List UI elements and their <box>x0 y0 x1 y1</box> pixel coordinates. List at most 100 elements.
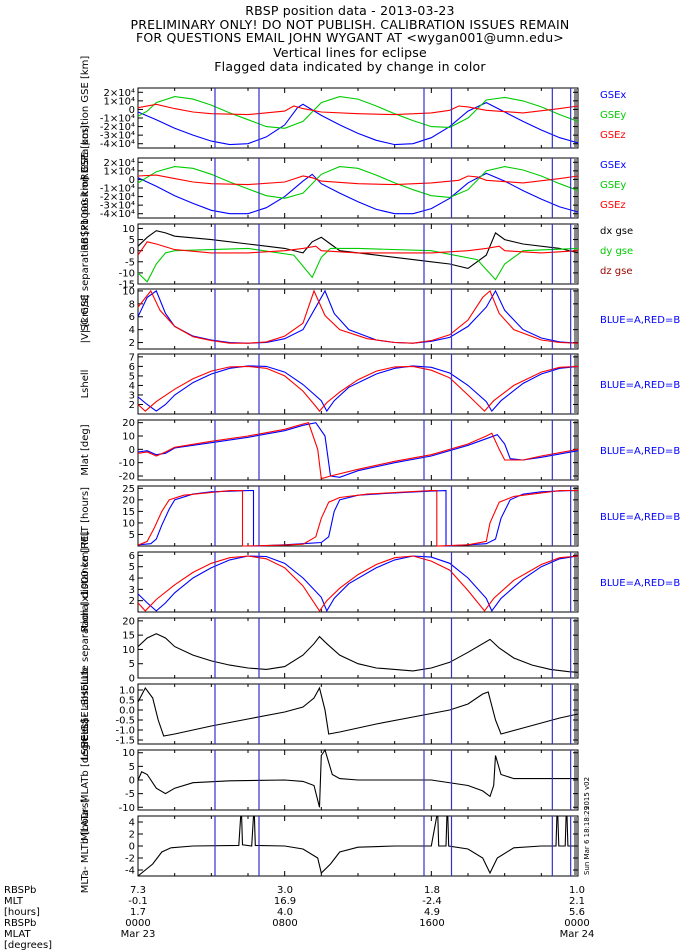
y-tick-label: 4 <box>129 325 135 336</box>
page-title: RBSP position data - 2013-03-23 <box>245 3 455 18</box>
y-tick-label: -5 <box>125 257 135 268</box>
axis-row-label: MLAT <box>4 929 31 940</box>
y-tick-label: 20 <box>122 616 135 627</box>
legend-entry: dz gse <box>600 266 633 277</box>
y-tick-label: -15 <box>119 280 135 291</box>
y-tick-label: 2×10⁴ <box>104 158 135 169</box>
y-tick-label: 20 <box>122 418 135 429</box>
y-tick-label: 4 <box>129 818 135 829</box>
y-tick-label: 1×10⁴ <box>104 166 135 177</box>
axis-value: 0800 <box>272 918 298 929</box>
y-tick-label: 1×10⁴ <box>104 96 135 107</box>
y-tick-label: 0 <box>129 842 135 853</box>
axis-row-label: [degrees] <box>4 940 53 951</box>
y-tick-label: 20 <box>122 495 135 506</box>
y-axis-label: LSHELLa- LSHELLb <box>80 667 91 760</box>
y-axis-label: MLTa- MLTb [hours] <box>80 799 91 894</box>
y-tick-label: 2 <box>129 596 135 607</box>
legend-entry: dx gse <box>600 226 633 237</box>
y-tick-label: -4×10⁴ <box>100 209 135 220</box>
y-tick-label: -2 <box>125 854 135 865</box>
legend-entry: GSEx <box>600 160 626 171</box>
series-line <box>137 247 579 283</box>
y-tick-label: -20 <box>119 472 135 483</box>
legend-entry: GSEy <box>600 180 626 191</box>
axis-value: Mar 23 <box>120 929 156 940</box>
y-tick-label: 5 <box>129 562 135 573</box>
series-line <box>137 490 578 547</box>
y-tick-label: -1×10⁴ <box>100 114 135 125</box>
axis-value: 3.0 <box>277 885 293 896</box>
eclipse-note: Vertical lines for eclipse <box>273 45 427 60</box>
y-tick-label: -1.0 <box>115 726 135 737</box>
y-tick-label: 2 <box>129 400 135 411</box>
y-tick-label: 6 <box>129 312 135 323</box>
y-tick-label: 0 <box>129 175 135 186</box>
y-tick-label: -10 <box>119 458 135 469</box>
series-line <box>137 289 579 344</box>
contact-line: FOR QUESTIONS EMAIL JOHN WYGANT AT <wyga… <box>135 30 564 45</box>
axis-row-label: [hours] <box>4 907 40 918</box>
axis-value: 7.3 <box>130 885 146 896</box>
y-tick-label: 4 <box>129 574 135 585</box>
y-tick-label: 4 <box>129 381 135 392</box>
legend-entry: dy gse <box>600 246 633 257</box>
quality-flag-bar <box>574 290 577 348</box>
axis-value: -0.1 <box>128 896 148 907</box>
legend-entry: GSEy <box>600 110 626 121</box>
y-tick-label: -4 <box>125 866 135 877</box>
axis-value: 1.7 <box>130 907 146 918</box>
warning-line: PRELIMINARY ONLY! DO NOT PUBLISH. CALIBR… <box>130 17 570 32</box>
quality-flag-bar <box>574 487 577 545</box>
y-tick-label: -5 <box>125 789 135 800</box>
axis-row-label: RBSPb <box>4 918 37 929</box>
legend-entry: BLUE=A,RED=B <box>600 380 680 391</box>
quality-flag-bar <box>574 553 577 611</box>
y-axis-label: Radial distance [RE] <box>80 532 91 633</box>
axis-value: Mar 24 <box>559 929 595 940</box>
y-tick-label: -4×10⁴ <box>100 139 135 150</box>
series-line <box>137 365 579 412</box>
axis-value: 1.8 <box>424 885 440 896</box>
panel-frame <box>137 683 579 745</box>
y-tick-label: 1.0 <box>119 686 135 697</box>
y-tick-label: 3 <box>129 585 135 596</box>
y-tick-label: 10 <box>122 224 135 235</box>
quality-flag-bar <box>574 355 577 413</box>
series-line <box>137 172 579 215</box>
series-line <box>137 103 579 116</box>
y-tick-label: 5 <box>129 762 135 773</box>
y-tick-label: 2 <box>129 830 135 841</box>
panel-frame <box>137 353 579 415</box>
y-tick-label: -3×10⁴ <box>100 131 135 142</box>
axis-value: 2.1 <box>569 896 585 907</box>
y-tick-label: 0 <box>129 674 135 685</box>
y-tick-label: -2×10⁴ <box>100 192 135 203</box>
y-tick-label: 15 <box>122 631 135 642</box>
y-tick-label: 15 <box>122 507 135 518</box>
y-axis-label: RBSPa position GSE [km] <box>80 56 91 181</box>
y-tick-label: 2×10⁴ <box>104 88 135 99</box>
y-tick-label: -0.5 <box>115 716 135 727</box>
series-line <box>137 490 578 547</box>
axis-value: 4.9 <box>424 907 440 918</box>
series-line <box>137 633 579 673</box>
legend-entry: GSEx <box>600 90 626 101</box>
y-tick-label: 10 <box>122 748 135 759</box>
series-line <box>137 422 579 480</box>
series-line <box>137 555 579 613</box>
y-tick-label: -2×10⁴ <box>100 122 135 133</box>
panel-frame <box>137 288 579 350</box>
y-tick-label: 3 <box>129 390 135 401</box>
legend-entry: BLUE=A,RED=B <box>600 578 680 589</box>
legend-entry: GSEz <box>600 200 626 211</box>
axis-value: -2.4 <box>422 896 442 907</box>
axis-value: 0000 <box>564 918 590 929</box>
version-stamp: 2015 v02 <box>583 777 591 810</box>
axis-value: 1.0 <box>569 885 585 896</box>
y-tick-label: 0 <box>129 776 135 787</box>
axis-value: 1600 <box>419 918 445 929</box>
series-line <box>137 166 579 199</box>
legend-entry: GSEz <box>600 130 626 141</box>
